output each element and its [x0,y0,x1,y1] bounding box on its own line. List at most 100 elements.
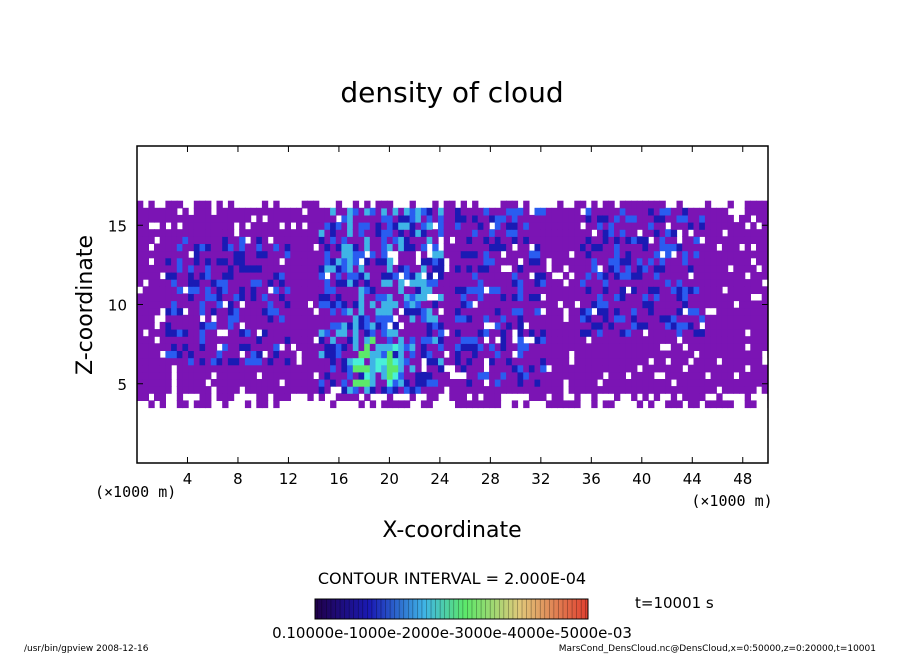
density-cell [494,329,502,337]
density-cell [494,272,502,280]
density-cell [455,293,462,302]
density-cell [261,264,269,273]
density-cell [670,236,678,244]
density-cell [244,207,252,216]
density-cell [648,321,655,330]
density-cell [528,250,536,259]
density-cell [171,200,178,209]
density-cell [233,300,240,309]
density-cell [284,329,291,337]
density-cell [455,400,462,409]
density-cell [233,314,240,323]
density-cell [216,321,223,330]
density-cell [648,264,655,273]
density-cell [176,300,184,309]
density-cell [489,307,496,316]
density-cell [386,243,394,252]
density-cell [585,222,592,230]
density-cell [545,300,553,309]
density-cell [386,286,394,294]
density-cell [460,393,467,401]
density-cell [739,214,746,223]
density-cell [500,214,507,223]
density-cell [210,300,218,309]
density-cell [233,286,240,294]
density-cell [392,272,399,280]
density-cell [574,229,581,237]
density-cell [517,293,524,302]
density-cell [415,371,422,380]
density-cell [625,243,632,252]
density-cell [716,207,723,216]
density-cell [619,200,626,209]
density-cell [534,236,541,244]
density-cell [540,207,547,216]
density-cell [449,379,456,387]
density-cell [676,364,683,373]
density-cell [472,214,479,223]
density-cell [375,286,382,294]
density-cell [727,236,734,244]
density-cell [608,286,615,294]
density-cell [528,300,536,309]
density-cell [455,264,462,273]
density-cell [137,307,144,316]
density-cell [693,371,700,380]
density-cell [466,293,473,302]
density-cell [250,350,257,359]
density-cell [676,279,683,287]
density-cell [545,222,553,230]
density-cell [472,207,479,216]
density-cell [352,293,360,302]
density-cell [381,229,388,237]
density-cell [574,286,581,294]
density-cell [761,343,768,351]
density-cell [631,371,638,380]
density-cell [528,236,536,244]
density-cell [517,329,524,337]
density-cell [188,343,195,351]
density-cell [704,286,712,294]
density-cell [432,336,439,344]
density-cell [557,286,564,294]
density-cell [580,236,587,244]
density-cell [699,393,706,401]
density-cell [710,400,717,409]
density-cell [182,379,189,387]
density-cell [557,214,564,223]
density-cell [625,343,632,351]
density-cell [591,314,598,323]
density-cell [369,286,377,294]
density-cell [222,272,229,280]
density-cell [574,214,581,223]
density-cell [699,229,706,237]
density-cell [313,236,320,244]
density-cell [222,364,229,373]
density-cell [154,386,161,394]
density-cell [455,336,462,344]
density-cell [188,293,195,302]
density-cell [261,371,269,380]
density-cell [483,214,490,223]
density-cell [642,364,649,373]
density-cell [591,272,598,280]
density-cell [279,386,286,394]
density-cell [648,314,655,323]
density-cell [193,307,201,316]
density-cell [653,200,661,209]
density-cell [210,364,218,373]
density-cell [256,286,263,294]
density-cell [142,236,149,244]
density-cell [540,314,547,323]
density-cell [199,357,206,366]
density-cell [227,307,235,316]
density-cell [415,329,422,337]
density-cell [585,314,592,323]
density-cell [142,222,149,230]
density-cell [585,329,592,337]
density-cell [330,279,337,287]
density-cell [466,257,473,266]
density-cell [438,279,445,287]
density-cell [619,329,626,337]
density-cell [239,357,246,366]
